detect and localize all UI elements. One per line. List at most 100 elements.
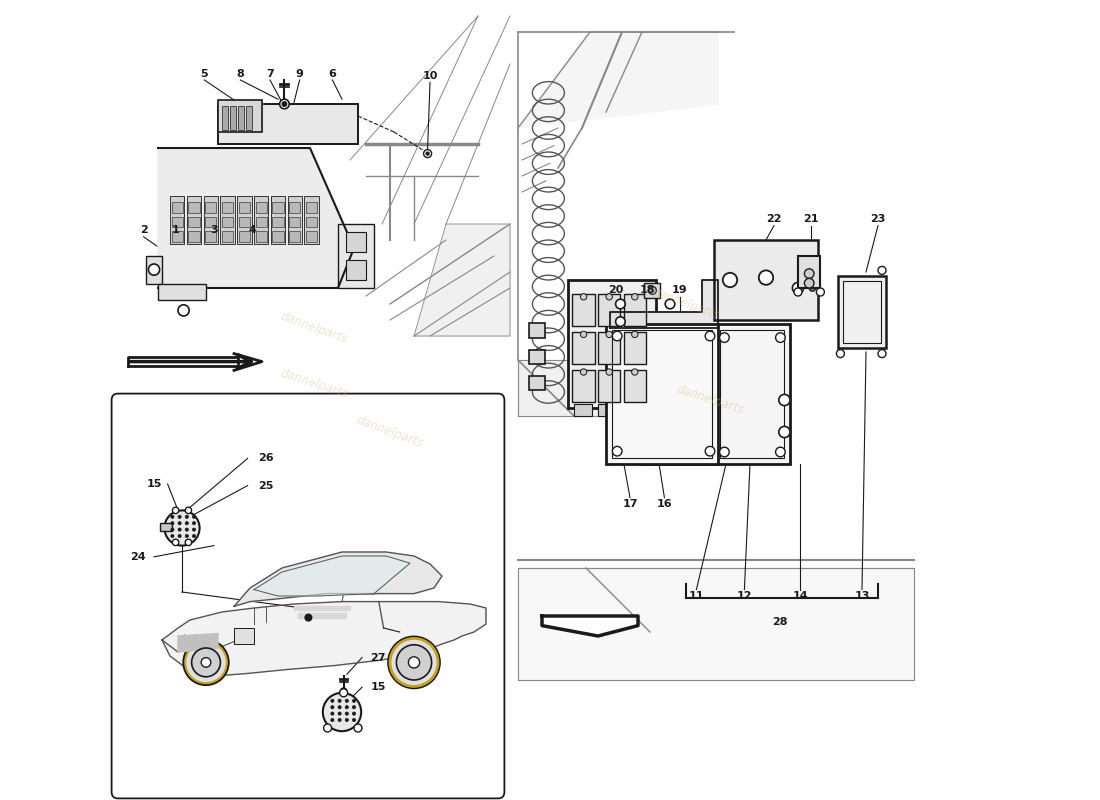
Text: 5: 5 [200, 69, 208, 78]
Circle shape [192, 515, 196, 518]
Circle shape [345, 699, 349, 702]
Polygon shape [218, 100, 262, 132]
Bar [170, 196, 185, 244]
Bar [234, 628, 254, 644]
Circle shape [331, 718, 334, 722]
Circle shape [581, 369, 586, 375]
Bar [714, 324, 790, 464]
Bar [172, 202, 183, 213]
Polygon shape [518, 568, 914, 680]
Polygon shape [234, 552, 442, 606]
Text: 22: 22 [767, 214, 782, 224]
Bar [222, 231, 233, 242]
Bar [273, 202, 284, 213]
Polygon shape [542, 616, 638, 636]
Polygon shape [610, 280, 718, 328]
Circle shape [282, 102, 287, 106]
Text: 9: 9 [296, 69, 304, 78]
Bar [598, 332, 620, 364]
FancyBboxPatch shape [111, 394, 505, 798]
Text: 1: 1 [172, 226, 179, 235]
Circle shape [606, 331, 613, 338]
Circle shape [878, 266, 886, 274]
Bar [529, 376, 546, 390]
Text: dannelparts: dannelparts [674, 383, 746, 417]
Bar [346, 232, 366, 252]
Circle shape [705, 331, 715, 341]
Circle shape [836, 350, 845, 358]
Circle shape [776, 447, 785, 457]
Bar [529, 323, 546, 338]
Bar [624, 332, 646, 364]
Bar [838, 276, 886, 348]
Circle shape [581, 331, 586, 338]
Circle shape [705, 446, 715, 456]
Bar [289, 217, 300, 227]
Bar [568, 280, 656, 408]
Bar [160, 523, 172, 531]
Circle shape [352, 699, 355, 702]
Bar [645, 283, 660, 298]
Circle shape [776, 333, 785, 342]
Circle shape [345, 718, 349, 722]
Text: 8: 8 [236, 69, 244, 78]
Bar [621, 404, 639, 416]
Text: 24: 24 [130, 552, 146, 562]
Circle shape [631, 294, 638, 300]
Bar [572, 294, 595, 326]
Bar [843, 281, 881, 343]
Circle shape [345, 712, 349, 715]
Circle shape [810, 285, 815, 291]
Circle shape [719, 333, 729, 342]
Circle shape [616, 317, 625, 326]
Bar [714, 240, 818, 320]
Bar [306, 202, 317, 213]
Circle shape [178, 305, 189, 316]
Bar [222, 106, 229, 130]
Circle shape [648, 286, 657, 294]
Circle shape [331, 706, 334, 709]
Bar [613, 330, 712, 458]
Text: 25: 25 [258, 481, 274, 490]
Bar [172, 217, 183, 227]
Bar [306, 217, 317, 227]
Circle shape [606, 294, 613, 300]
Circle shape [345, 706, 349, 709]
Bar [206, 231, 217, 242]
Circle shape [666, 299, 674, 309]
Polygon shape [414, 224, 510, 336]
Circle shape [201, 658, 211, 667]
Bar [598, 370, 620, 402]
Bar [306, 231, 317, 242]
Circle shape [164, 510, 199, 546]
Text: dannelparts: dannelparts [354, 414, 426, 450]
Circle shape [178, 534, 182, 538]
Circle shape [338, 699, 341, 702]
Text: dannelparts: dannelparts [650, 286, 722, 322]
Circle shape [723, 273, 737, 287]
Circle shape [178, 528, 182, 531]
Bar [289, 202, 300, 213]
Circle shape [170, 534, 174, 538]
Circle shape [185, 534, 188, 538]
Bar [158, 284, 206, 300]
Bar [218, 104, 358, 144]
Circle shape [338, 706, 341, 709]
Bar [254, 196, 268, 244]
Circle shape [779, 426, 790, 438]
Circle shape [148, 264, 159, 275]
Bar [606, 324, 718, 464]
Circle shape [184, 640, 229, 685]
Text: 17: 17 [623, 499, 638, 509]
Polygon shape [178, 634, 218, 652]
Circle shape [779, 394, 790, 406]
Circle shape [352, 712, 355, 715]
Circle shape [331, 699, 334, 702]
Text: 3: 3 [210, 226, 218, 235]
Polygon shape [234, 354, 262, 370]
Polygon shape [518, 360, 718, 416]
Bar [255, 202, 267, 213]
Bar [204, 196, 218, 244]
Circle shape [581, 294, 586, 300]
Circle shape [170, 522, 174, 525]
